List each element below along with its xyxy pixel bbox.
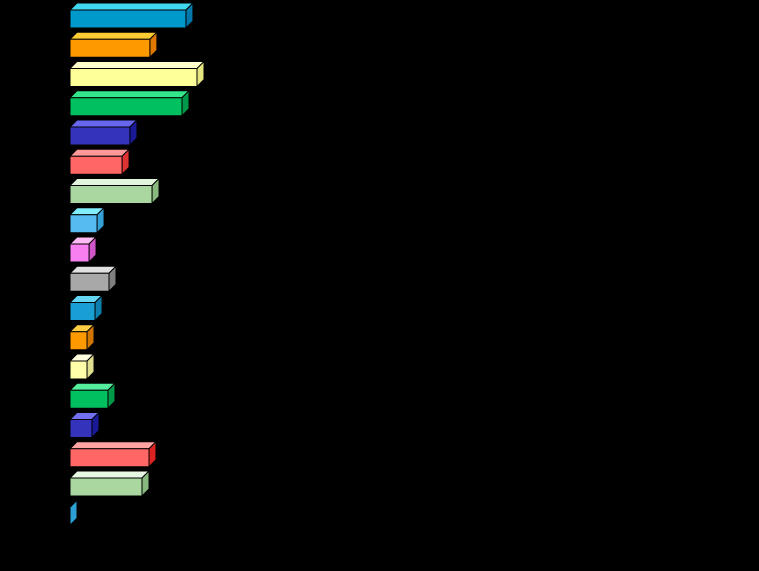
bar-item[interactable] xyxy=(68,177,161,205)
bar-top-face xyxy=(68,90,191,99)
bar-front-face xyxy=(69,97,183,117)
bar-item[interactable] xyxy=(68,265,118,293)
bar-item[interactable] xyxy=(68,206,106,234)
bar-top-face xyxy=(68,470,151,479)
bar-item[interactable] xyxy=(68,382,117,410)
bar-top-face xyxy=(68,382,117,391)
bar-top-face xyxy=(68,265,118,274)
bar-front-face xyxy=(69,155,123,175)
bar-item[interactable] xyxy=(68,118,139,147)
bar-side-face xyxy=(69,499,78,527)
bar-item[interactable] xyxy=(69,499,78,527)
bar-item[interactable] xyxy=(68,469,151,498)
bar-item[interactable] xyxy=(68,235,98,264)
bar-front-face xyxy=(69,68,198,87)
bar-top-face xyxy=(68,119,139,128)
bar-top-face xyxy=(68,31,159,40)
bar-item[interactable] xyxy=(68,1,195,30)
bar-front-face xyxy=(69,243,90,263)
bar-top-face xyxy=(68,441,158,450)
bar-front-face xyxy=(69,477,143,497)
bar-front-face xyxy=(69,272,110,292)
bar-front-face xyxy=(69,331,88,351)
bar-item[interactable] xyxy=(68,89,191,117)
bar-item[interactable] xyxy=(68,31,159,59)
bar-front-face xyxy=(69,360,88,380)
bar-item[interactable] xyxy=(68,440,158,468)
bar-item[interactable] xyxy=(68,148,131,176)
bar-front-face xyxy=(69,419,93,438)
bar-item[interactable] xyxy=(68,323,96,351)
bar-front-face xyxy=(69,214,98,234)
bar-item[interactable] xyxy=(68,60,206,88)
bar-top-face xyxy=(68,61,206,69)
bar-front-face xyxy=(69,448,150,468)
bar-top-face xyxy=(68,148,131,157)
bar-top-face xyxy=(68,178,161,186)
bar-item[interactable] xyxy=(68,352,96,381)
bar-item[interactable] xyxy=(68,411,101,439)
bar-front-face xyxy=(69,389,109,409)
bar-front-face xyxy=(69,185,153,204)
bar-top-face xyxy=(68,2,195,11)
bar-item[interactable] xyxy=(68,294,104,322)
bar-front-face xyxy=(69,9,187,29)
bar-front-face xyxy=(69,38,151,58)
bar-front-face xyxy=(69,126,131,146)
bar-front-face xyxy=(69,302,96,321)
